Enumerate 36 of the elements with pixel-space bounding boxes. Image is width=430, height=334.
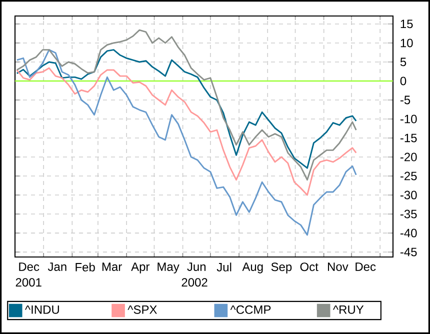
- y-tick-label: -30: [400, 190, 417, 200]
- y-tick-label: 15: [400, 20, 413, 28]
- legend-label: ^INDU: [24, 305, 59, 314]
- y-tick-label: -15: [400, 134, 417, 142]
- x-tick-label: Apr: [131, 262, 150, 274]
- x-tick-label: Nov: [328, 262, 348, 271]
- x-tick-label: Aug: [242, 262, 263, 274]
- y-tick-label: -10: [400, 114, 417, 124]
- x-tick-label: Dec: [19, 262, 40, 271]
- legend-label: ^CCMP: [230, 305, 271, 314]
- line-series: [16, 67, 357, 196]
- text: 2001: [16, 278, 42, 287]
- line-series: [16, 49, 357, 169]
- y-tick-label: 5: [400, 58, 406, 66]
- y-tick-label: -20: [400, 152, 417, 162]
- y-tick-label: -35: [400, 210, 417, 218]
- y-tick-label: 0: [400, 76, 406, 86]
- y-tick-label: -40: [400, 228, 417, 238]
- x-tick-label: May: [158, 262, 180, 274]
- y-tick-label: -25: [400, 172, 417, 180]
- x-tick-label: Mar: [102, 262, 122, 271]
- y-tick-label: -5: [400, 96, 410, 104]
- x-tick-label: Dec: [356, 262, 376, 271]
- y-tick-label: 10: [400, 38, 413, 48]
- x-tick-label: Jul: [216, 262, 232, 272]
- line-series: [16, 29, 357, 181]
- text: 2002: [182, 278, 208, 287]
- x-tick-label: Jan: [48, 262, 66, 271]
- y-tick-label: -45: [400, 248, 417, 256]
- line-series: [16, 49, 357, 236]
- x-tick-label: Feb: [76, 262, 95, 272]
- legend-label: ^SPX: [128, 305, 157, 314]
- x-tick-label: Oct: [300, 262, 318, 272]
- x-tick-label: Sep: [271, 262, 292, 274]
- x-tick-label: Jun: [187, 262, 206, 271]
- legend-label: ^RUY: [332, 305, 364, 314]
